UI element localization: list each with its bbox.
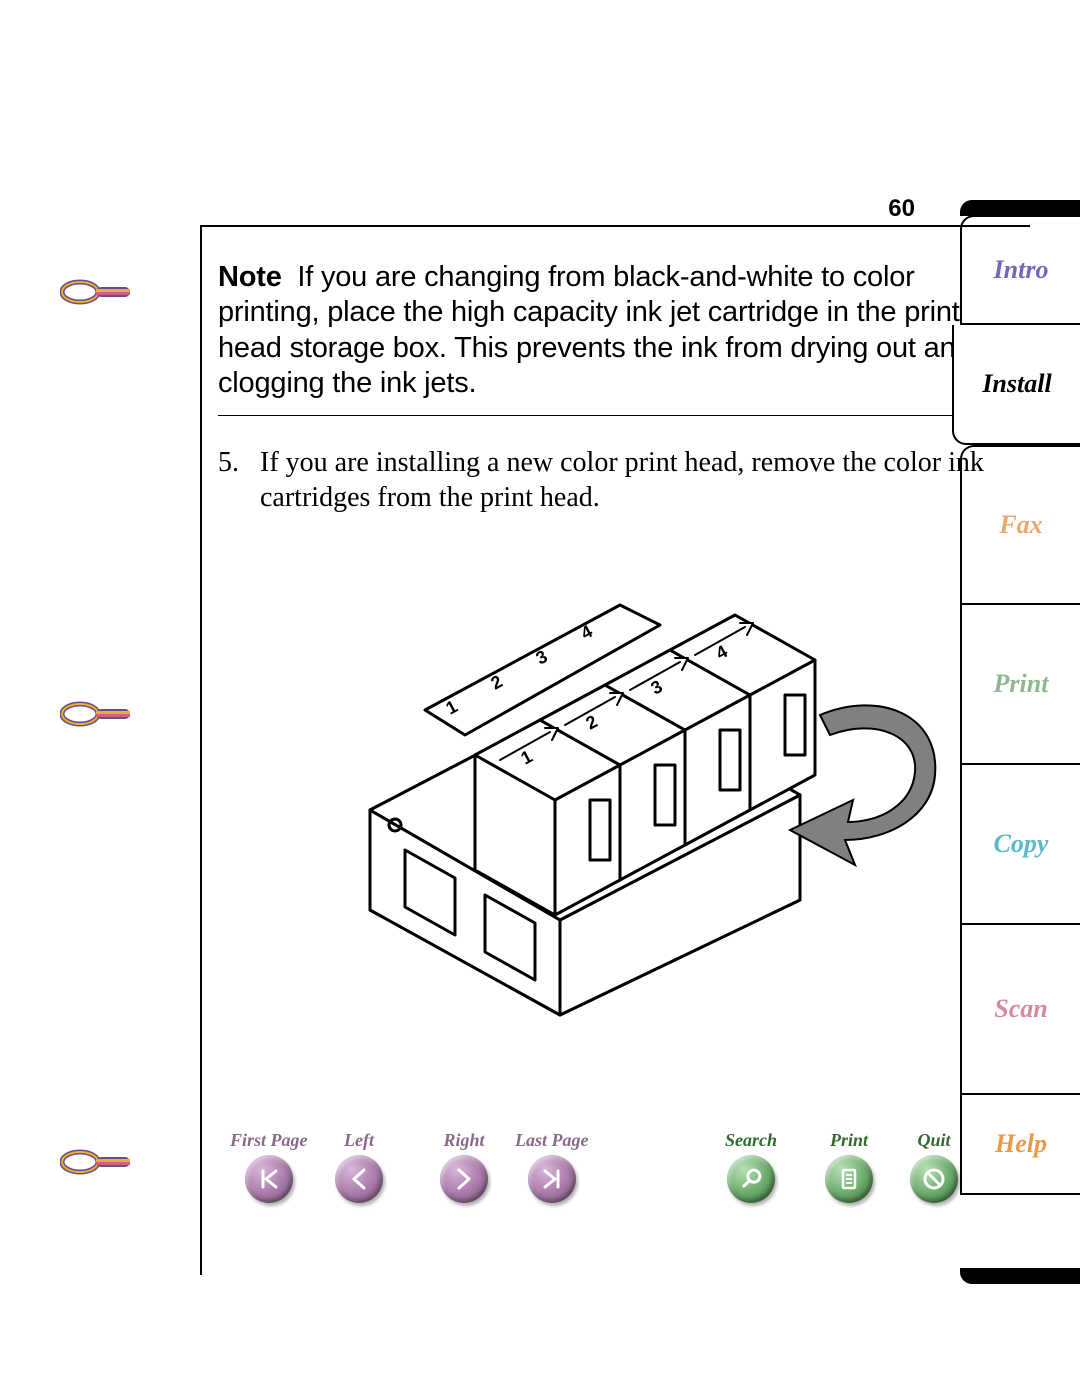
search-icon [738,1166,764,1192]
nav-first: First Page [230,1130,308,1203]
tab-label: Install [982,369,1051,399]
left-rule [200,225,202,1275]
last-page-button[interactable] [528,1155,576,1203]
tab-fax[interactable]: Fax [960,445,1080,605]
nav-left: Left [335,1130,383,1203]
step-number: 5. [218,445,260,480]
right-icon [451,1166,477,1192]
note-rule [218,415,1008,416]
nav-search-label: Search [725,1130,777,1151]
tab-label: Scan [994,994,1047,1024]
nav-last-label: Last Page [515,1130,589,1151]
nav-print-label: Print [825,1130,873,1151]
tab-help[interactable]: Help [960,1095,1080,1195]
tab-label: Intro [994,255,1049,285]
printhead-illustration: 1 2 3 4 1 2 3 4 [300,540,940,1020]
nav-left-label: Left [335,1130,383,1151]
note-block: Note If you are changing from black-and-… [218,260,1008,402]
nav-search: Search [725,1130,777,1203]
nav-right-label: Right [440,1130,488,1151]
step-text: If you are installing a new color print … [260,445,1000,515]
step-5: 5.If you are installing a new color prin… [218,445,1008,515]
bottom-nav: First Page Left Right Last Page Search [240,1130,1030,1230]
tab-label: Help [995,1129,1047,1159]
tab-label: Copy [994,829,1049,859]
page-number: 60 [888,195,915,223]
last-page-icon [539,1166,565,1192]
note-text: If you are changing from black-and-white… [218,261,971,399]
first-page-icon [256,1166,282,1192]
print-icon [836,1166,862,1192]
right-button[interactable] [440,1155,488,1203]
tab-cap-top [960,200,1080,216]
left-icon [346,1166,372,1192]
tab-copy[interactable]: Copy [960,765,1080,925]
tab-label: Fax [999,510,1042,540]
page-content: 60 Note If you are changing from black-a… [85,0,955,1397]
nav-first-label: First Page [230,1130,308,1151]
tab-print[interactable]: Print [960,605,1080,765]
print-button[interactable] [825,1155,873,1203]
side-tabs: Intro Install Fax Print Copy Scan Help [960,215,1080,1285]
note-label: Note [218,261,282,293]
nav-quit: Quit [910,1130,958,1203]
printhead-svg: 1 2 3 4 1 2 3 4 [300,540,940,1020]
tab-install[interactable]: Install [952,325,1080,445]
first-page-button[interactable] [245,1155,293,1203]
top-rule [200,225,1030,227]
nav-print: Print [825,1130,873,1203]
quit-button[interactable] [910,1155,958,1203]
tab-scan[interactable]: Scan [960,925,1080,1095]
tab-intro[interactable]: Intro [960,215,1080,325]
left-button[interactable] [335,1155,383,1203]
tab-label: Print [994,669,1049,699]
search-button[interactable] [727,1155,775,1203]
quit-icon [921,1166,947,1192]
nav-last: Last Page [515,1130,589,1203]
nav-quit-label: Quit [910,1130,958,1151]
nav-right: Right [440,1130,488,1203]
tab-cap-bottom [960,1268,1080,1284]
